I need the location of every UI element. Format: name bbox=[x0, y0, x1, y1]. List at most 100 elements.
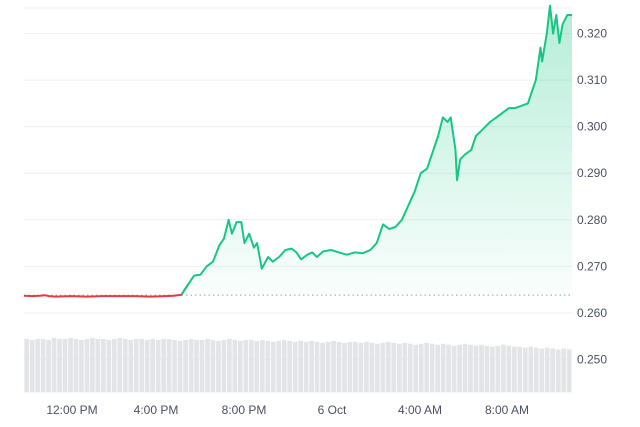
y-tick-label: 0.290 bbox=[577, 166, 607, 180]
volume-bar bbox=[287, 340, 293, 392]
volume-bar bbox=[517, 346, 523, 392]
volume-bar bbox=[144, 339, 150, 392]
volume-bar bbox=[210, 339, 216, 392]
volume-bar bbox=[95, 338, 101, 392]
volume-bar bbox=[528, 346, 534, 392]
volume-bar bbox=[172, 339, 177, 392]
volume-bar bbox=[533, 347, 539, 392]
y-tick-label: 0.280 bbox=[577, 213, 607, 227]
y-tick-label: 0.300 bbox=[577, 120, 607, 134]
volume-bar bbox=[221, 339, 227, 392]
x-axis: 12:00 PM 4:00 PM 8:00 PM 6 Oct 4:00 AM 8:00 A… bbox=[46, 403, 529, 417]
volume-bar bbox=[353, 341, 358, 392]
volume-bar bbox=[561, 348, 567, 392]
volume-bar bbox=[364, 341, 369, 392]
volume-bar bbox=[490, 346, 495, 392]
volume-bar bbox=[40, 338, 46, 392]
volume-bar bbox=[139, 338, 145, 392]
volume-bar bbox=[468, 344, 473, 392]
volume-bar bbox=[183, 339, 188, 392]
volume-bar bbox=[227, 338, 232, 392]
x-tick-label: 4:00 AM bbox=[398, 403, 442, 417]
volume-bar bbox=[429, 343, 435, 392]
volume-bar bbox=[358, 342, 364, 392]
volume-bar bbox=[150, 338, 156, 392]
volume-bar bbox=[292, 341, 298, 392]
volume-bar bbox=[446, 344, 451, 392]
y-tick-label: 0.270 bbox=[577, 259, 607, 273]
volume-bar bbox=[451, 345, 457, 392]
x-tick-label: 6 Oct bbox=[318, 403, 347, 417]
volume-bar bbox=[413, 344, 419, 392]
price-area bbox=[181, 5, 572, 296]
volume-bar bbox=[199, 339, 205, 392]
y-tick-label: 0.310 bbox=[577, 73, 607, 87]
volume-bar bbox=[73, 338, 79, 392]
volume-bar bbox=[68, 338, 73, 392]
volume-bar bbox=[512, 346, 517, 392]
volume-bar bbox=[473, 345, 479, 392]
volume-bar bbox=[254, 340, 260, 392]
volume-bar bbox=[35, 338, 40, 392]
volume-bar bbox=[369, 342, 375, 392]
volume-bar bbox=[495, 345, 501, 392]
volume-bar bbox=[281, 339, 287, 392]
x-tick-label: 4:00 PM bbox=[134, 403, 179, 417]
volume-bar bbox=[194, 339, 199, 392]
volume-bar bbox=[46, 339, 51, 392]
volume-bar bbox=[238, 340, 243, 392]
y-axis: 0.250 0.260 0.270 0.280 0.290 0.300 0.310 0.320 bbox=[577, 27, 607, 367]
volume-bars bbox=[24, 338, 572, 392]
volume-bar bbox=[166, 338, 172, 392]
volume-bar bbox=[336, 341, 342, 392]
volume-bar bbox=[161, 338, 166, 392]
volume-bar bbox=[418, 343, 424, 392]
volume-bar bbox=[566, 349, 572, 392]
price-area-fill bbox=[181, 5, 572, 296]
volume-bar bbox=[188, 338, 194, 392]
price-lines bbox=[23, 4, 572, 298]
volume-bar bbox=[265, 340, 271, 392]
volume-bar bbox=[309, 340, 314, 392]
volume-bar bbox=[177, 340, 183, 392]
volume-bar bbox=[117, 338, 123, 392]
volume-bar bbox=[79, 339, 84, 392]
volume-bar bbox=[440, 343, 446, 392]
volume-bar bbox=[407, 343, 413, 392]
y-tick-label: 0.260 bbox=[577, 306, 607, 320]
volume-bar bbox=[205, 338, 210, 392]
volume-bar bbox=[457, 344, 462, 392]
volume-bar bbox=[276, 340, 282, 392]
volume-bar bbox=[62, 338, 68, 392]
x-tick-label: 8:00 AM bbox=[485, 403, 529, 417]
volume-bar bbox=[51, 338, 57, 392]
x-tick-label: 8:00 PM bbox=[222, 403, 267, 417]
volume-bar bbox=[216, 340, 221, 392]
volume-bar bbox=[391, 342, 397, 392]
volume-bar bbox=[484, 345, 490, 392]
volume-bar bbox=[462, 343, 468, 392]
volume-bar bbox=[270, 341, 276, 392]
volume-bar bbox=[248, 339, 254, 392]
y-tick-label: 0.250 bbox=[577, 352, 607, 366]
x-tick-label: 12:00 PM bbox=[46, 403, 97, 417]
volume-bar bbox=[544, 347, 550, 392]
volume-bar bbox=[29, 339, 35, 392]
volume-bar bbox=[84, 338, 90, 392]
volume-bar bbox=[375, 343, 380, 392]
volume-bar bbox=[101, 338, 106, 392]
volume-bar bbox=[303, 341, 309, 392]
volume-bar bbox=[90, 338, 95, 392]
price-line-down bbox=[23, 284, 189, 298]
volume-bar bbox=[385, 341, 391, 392]
volume-bar bbox=[298, 340, 303, 392]
volume-bar bbox=[347, 341, 353, 392]
volume-bar bbox=[320, 342, 325, 392]
volume-bar bbox=[331, 340, 336, 392]
volume-bar bbox=[232, 339, 238, 392]
volume-bar bbox=[57, 338, 62, 392]
volume-bar bbox=[380, 342, 386, 392]
volume-bar bbox=[402, 342, 408, 392]
price-line-up bbox=[180, 4, 572, 296]
